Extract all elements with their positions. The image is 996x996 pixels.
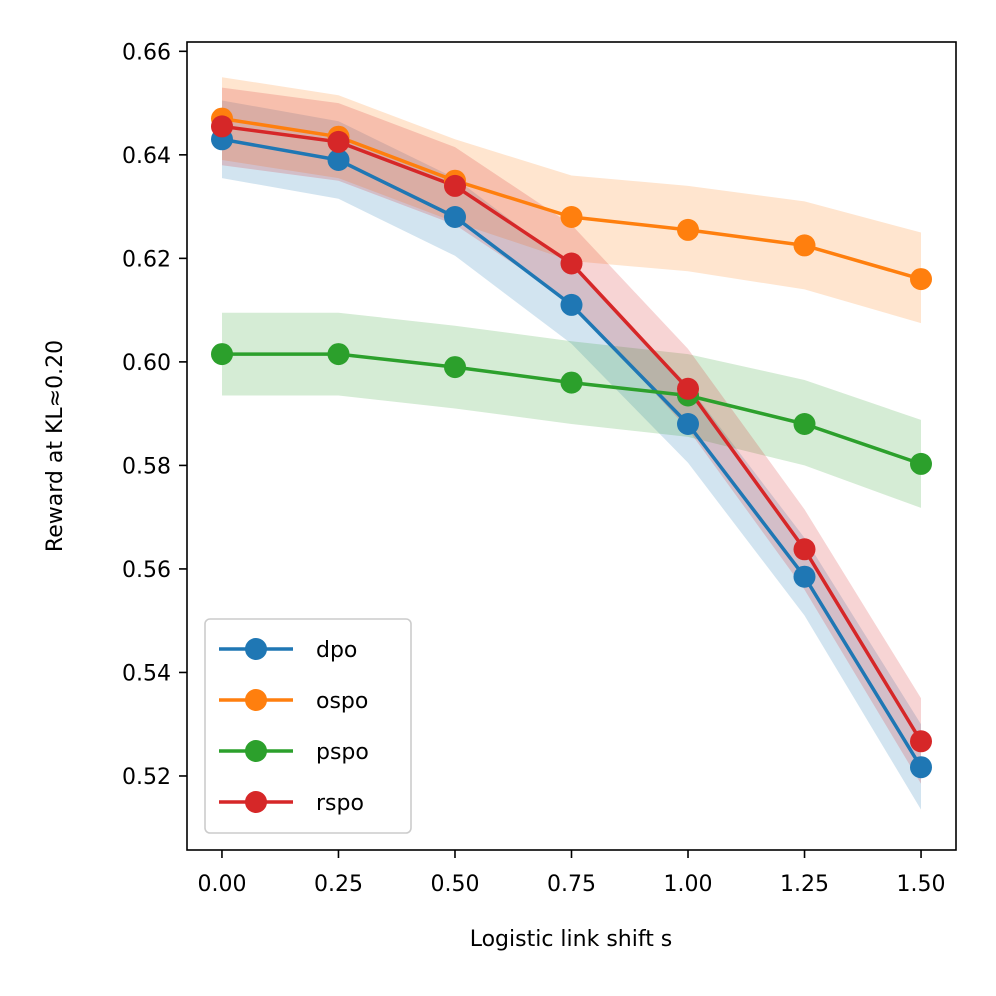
x-tick-label: 0.00 [197, 872, 246, 897]
y-axis-ticks: 0.52 0.54 0.56 0.58 0.60 0.62 0.64 0.66 [122, 40, 187, 790]
rspo-point [327, 130, 350, 153]
y-tick-label: 0.52 [122, 765, 171, 790]
ospo-point [560, 206, 583, 228]
dpo-legend-marker [245, 638, 267, 660]
dpo-point [327, 149, 350, 171]
ospo-band [222, 77, 921, 324]
ospo-legend-label: ospo [316, 689, 368, 714]
ospo-point [677, 218, 699, 241]
legend: dpo ospo pspo rspo [204, 618, 412, 834]
dpo-point [793, 565, 816, 588]
rspo-point [793, 538, 816, 561]
rspo-point [910, 730, 932, 753]
rspo-point [560, 252, 583, 275]
dpo-point [560, 293, 583, 316]
rspo-point [444, 174, 466, 197]
y-tick-label: 0.56 [122, 558, 171, 583]
pspo-point [211, 343, 233, 366]
pspo-legend-marker [245, 740, 267, 762]
legend-box [204, 618, 412, 834]
y-tick-label: 0.66 [122, 40, 171, 65]
series-markers [211, 107, 932, 779]
ospo-point [793, 234, 816, 257]
pspo-point [910, 452, 932, 475]
dpo-point [444, 206, 466, 228]
pspo-point [444, 356, 466, 379]
x-axis-label: Logistic link shift s [470, 927, 673, 952]
pspo-point [327, 343, 350, 366]
y-axis-label: Reward at KL≈0.20 [43, 340, 68, 552]
pspo-legend-label: pspo [316, 740, 369, 765]
x-tick-label: 1.50 [897, 872, 946, 897]
x-tick-label: 0.75 [547, 872, 596, 897]
y-tick-label: 0.54 [122, 661, 171, 686]
y-tick-label: 0.60 [122, 351, 171, 376]
x-tick-label: 1.00 [664, 872, 713, 897]
pspo-point [793, 413, 816, 435]
dpo-band [222, 100, 921, 810]
y-tick-label: 0.64 [122, 144, 171, 169]
ospo-point [910, 268, 932, 291]
y-tick-label: 0.58 [122, 454, 171, 479]
ospo-legend-marker [245, 689, 267, 711]
y-tick-label: 0.62 [122, 247, 171, 272]
x-tick-label: 0.25 [314, 872, 363, 897]
rspo-point [677, 377, 699, 400]
x-tick-label: 1.25 [780, 872, 829, 897]
rspo-legend-label: rspo [316, 791, 364, 816]
rspo-legend-marker [245, 791, 267, 813]
pspo-point [560, 371, 583, 394]
dpo-legend-label: dpo [316, 638, 357, 663]
rspo-point [211, 115, 233, 138]
dpo-point [677, 413, 699, 435]
x-axis-ticks: 0.00 0.25 0.50 0.75 1.00 1.25 1.50 [197, 850, 946, 897]
dpo-point [910, 756, 932, 779]
x-tick-label: 0.50 [430, 872, 479, 897]
